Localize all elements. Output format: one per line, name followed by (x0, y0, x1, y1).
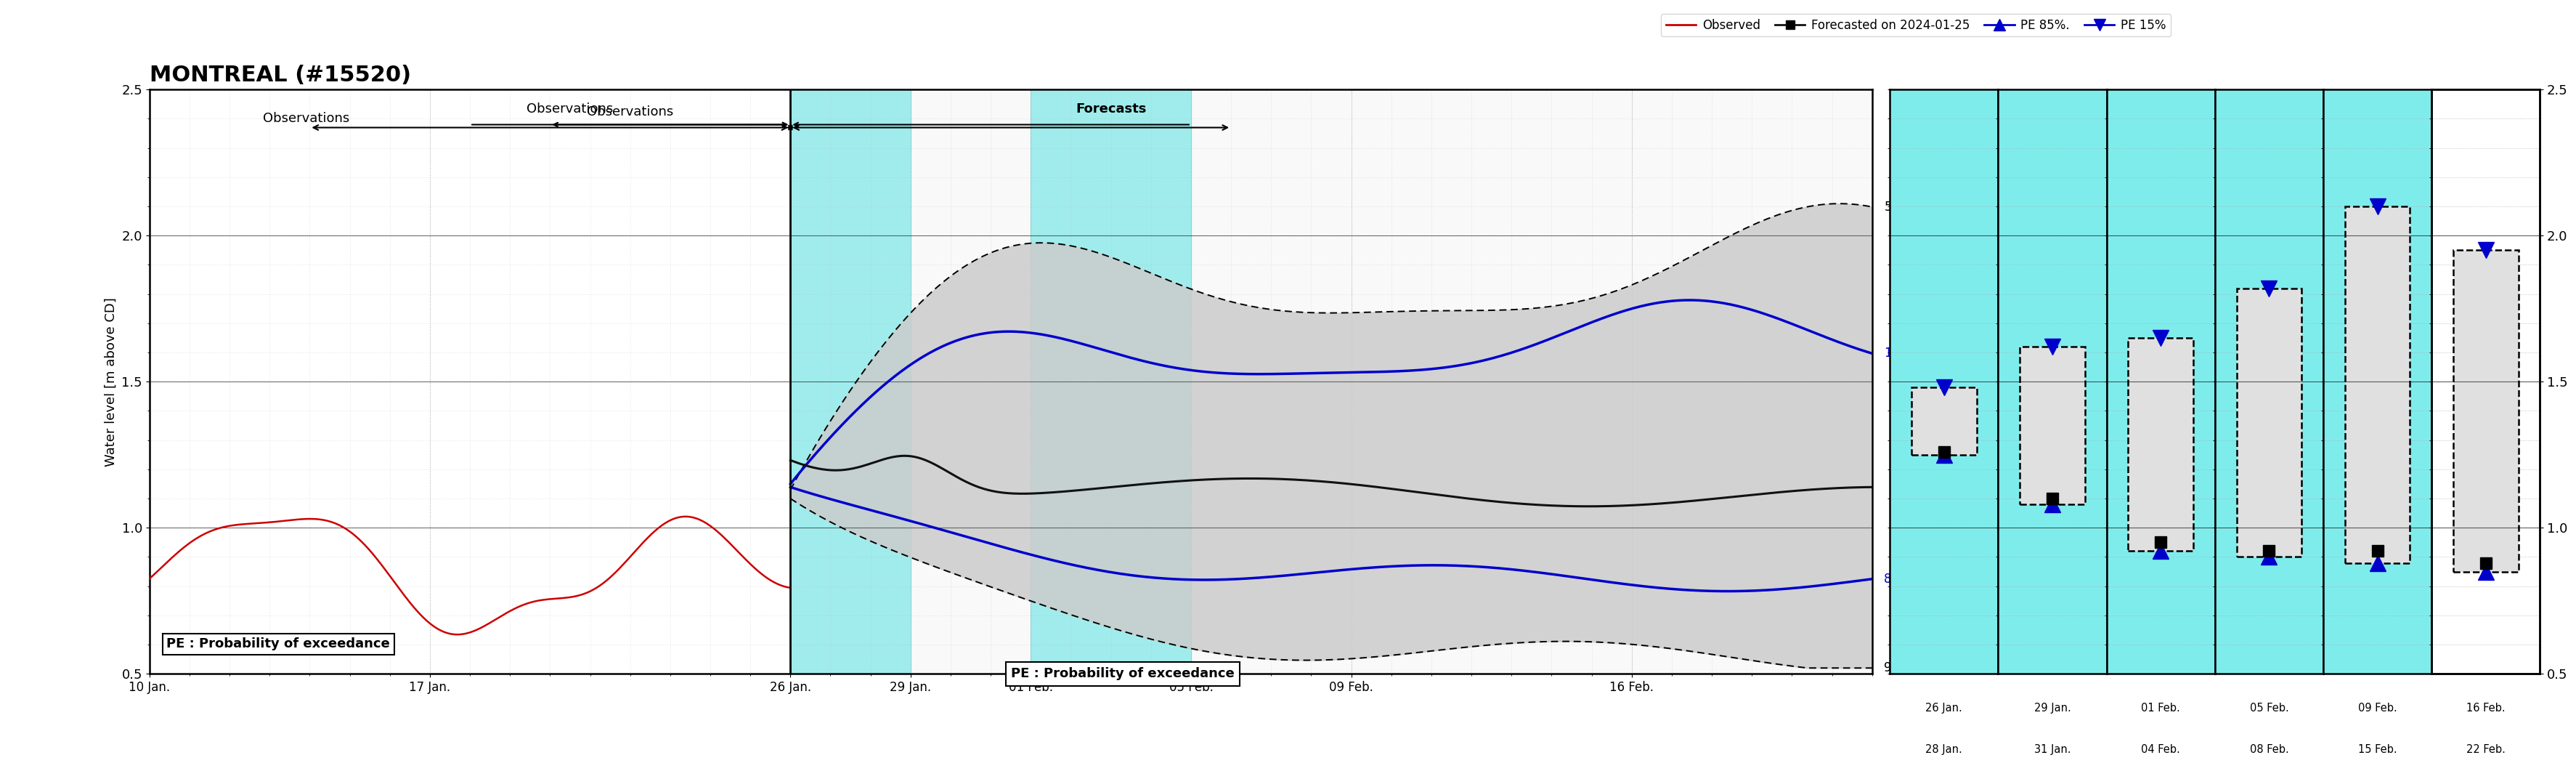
Text: Observations: Observations (587, 106, 672, 119)
Text: PE : Probability of exceedance: PE : Probability of exceedance (167, 637, 389, 650)
Text: 85%: 85% (1883, 573, 1911, 586)
Text: MONTREAL (#15520): MONTREAL (#15520) (149, 65, 412, 86)
Bar (791, 90, 1873, 674)
Text: 16 Feb.: 16 Feb. (2465, 703, 2506, 714)
Y-axis label: Water level [m above CD]: Water level [m above CD] (106, 297, 118, 467)
Text: Observations: Observations (263, 112, 350, 125)
Bar (2020, 347, 2084, 505)
Text: 01 Feb.: 01 Feb. (2141, 703, 2179, 714)
Bar (2236, 288, 2300, 557)
Bar (2344, 206, 2411, 562)
Text: 22 Feb.: 22 Feb. (2465, 744, 2506, 755)
Legend: Observed, Forecasted on 2024-01-25, PE 85%., PE 15%: Observed, Forecasted on 2024-01-25, PE 8… (1662, 14, 2172, 37)
FancyArrowPatch shape (314, 125, 786, 130)
Bar (2452, 250, 2519, 572)
FancyArrowPatch shape (793, 125, 1226, 130)
Bar (1030, 90, 1190, 674)
Text: 15%: 15% (1883, 347, 1911, 360)
Text: 5%: 5% (1883, 200, 1904, 213)
Text: PE : Probability of exceedance: PE : Probability of exceedance (1010, 668, 1234, 680)
Bar (791, 90, 909, 674)
Bar (1911, 387, 1976, 455)
Text: 95%: 95% (1883, 661, 1911, 675)
Text: 26 Jan.: 26 Jan. (1927, 703, 1963, 714)
Text: 04 Feb.: 04 Feb. (2141, 744, 2179, 755)
Text: 05 Feb.: 05 Feb. (2249, 703, 2287, 714)
Text: Forecasts: Forecasts (1077, 103, 1146, 116)
Bar (2128, 338, 2192, 552)
Text: 08 Feb.: 08 Feb. (2249, 744, 2287, 755)
Text: 09 Feb.: 09 Feb. (2357, 703, 2396, 714)
Text: Observations: Observations (526, 103, 613, 116)
Text: 15 Feb.: 15 Feb. (2357, 744, 2396, 755)
Text: 31 Jan.: 31 Jan. (2035, 744, 2071, 755)
Text: 29 Jan.: 29 Jan. (2035, 703, 2071, 714)
Text: 28 Jan.: 28 Jan. (1927, 744, 1963, 755)
